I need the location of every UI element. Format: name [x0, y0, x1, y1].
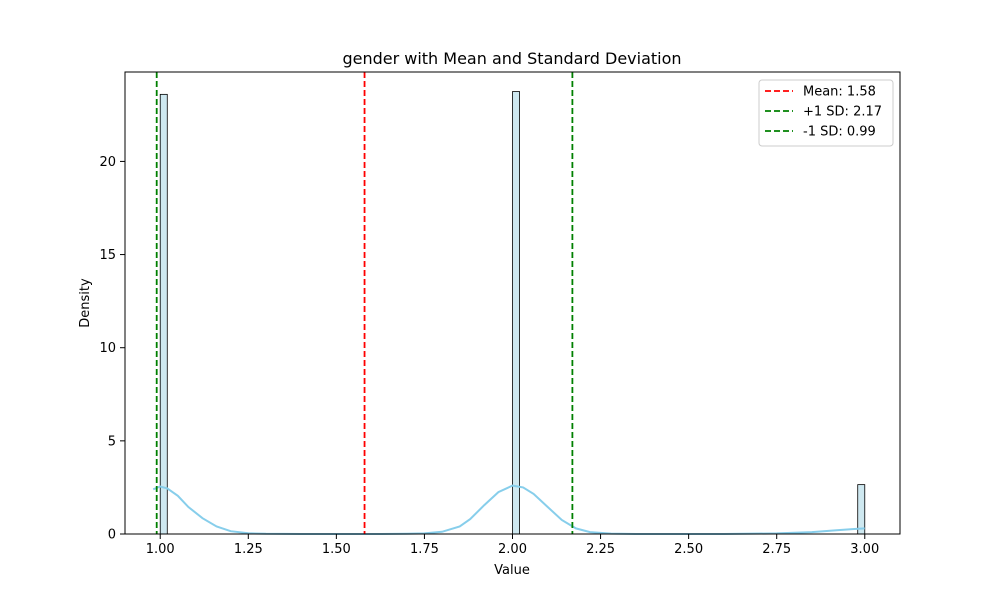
x-tick-label: 1.25 [234, 542, 263, 557]
x-tick-label: 1.75 [410, 542, 439, 557]
chart-title: gender with Mean and Standard Deviation [342, 49, 681, 68]
x-tick-label: 1.50 [322, 542, 351, 557]
x-tick-label: 1.00 [146, 542, 175, 557]
legend: Mean: 1.58 +1 SD: 2.17 -1 SD: 0.99 [758, 79, 894, 147]
histogram-bar-1 [512, 91, 520, 535]
histogram-bar-2 [857, 484, 866, 535]
reference-lines [155, 72, 574, 534]
x-axis-ticks: 1.00 1.25 1.50 1.75 2.00 2.25 2.50 2.75 3.00 [146, 534, 879, 557]
legend-entries: Mean: 1.58 +1 SD: 2.17 -1 SD: 0.99 [765, 85, 882, 140]
x-tick-label: 2.75 [762, 542, 791, 557]
x-axis-label: Value [494, 563, 530, 578]
y-axis-label: Density [78, 278, 93, 328]
legend-label-0: Mean: 1.58 [803, 85, 876, 100]
x-tick-label: 2.25 [586, 542, 615, 557]
x-tick-label: 2.00 [498, 542, 527, 557]
legend-label-1: +1 SD: 2.17 [803, 105, 882, 120]
x-tick-label: 3.00 [850, 542, 879, 557]
y-tick-label: 0 [108, 528, 116, 543]
y-tick-label: 20 [99, 155, 116, 170]
x-tick-label: 2.50 [674, 542, 703, 557]
y-tick-label: 5 [108, 434, 116, 449]
kde-curve [152, 484, 865, 535]
y-tick-label: 15 [99, 248, 116, 263]
histogram-bar-0 [159, 93, 168, 535]
legend-label-2: -1 SD: 0.99 [803, 125, 876, 140]
y-axis-ticks: 0 5 10 15 20 [99, 155, 125, 543]
y-tick-label: 10 [99, 341, 116, 356]
legend-box [758, 79, 894, 147]
bars-layer [159, 91, 866, 535]
